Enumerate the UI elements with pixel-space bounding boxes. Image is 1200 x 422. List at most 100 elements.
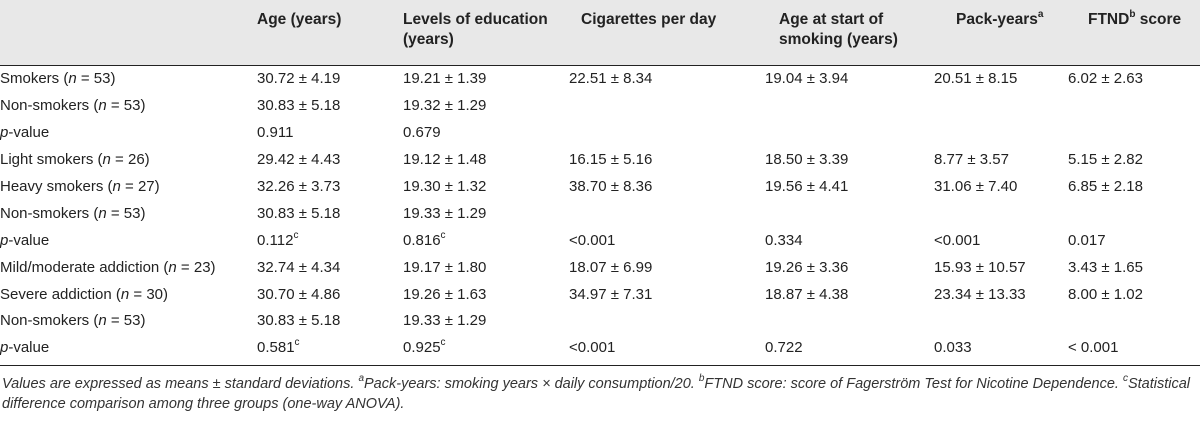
table-cell: 30.83 ± 5.18 [257, 204, 341, 222]
table-cell: <0.001 [569, 231, 616, 249]
table-cell: 19.30 ± 1.32 [403, 178, 487, 195]
table-cell: 32.26 ± 3.73 [257, 178, 341, 195]
row-label: p-value [0, 339, 50, 357]
table-cell [934, 120, 1068, 147]
table-cell [569, 308, 765, 335]
table-row: Heavy smokers (n = 27) 32.26 ± 3.73 19.30 … [0, 174, 1200, 201]
table-cell [765, 308, 934, 335]
table-row: Mild/moderate addiction (n = 23) 32.74 ± … [0, 254, 1200, 281]
header-cell-label [0, 0, 257, 66]
table-cell: 19.56 ± 4.41 [765, 178, 849, 195]
table-cell: 3.43 ± 1.65 [1068, 258, 1143, 276]
row-label: Non-smokers (n = 53) [0, 312, 146, 330]
bottom-rule [0, 365, 1200, 366]
table-cell [569, 93, 765, 120]
table-cell: 32.74 ± 4.34 [257, 258, 341, 276]
header-row: Age (years) Levels of education (years) … [0, 0, 1200, 66]
table-cell: 30.70 ± 4.86 [257, 285, 341, 303]
table-cell [934, 308, 1068, 335]
table-cell [765, 200, 934, 227]
table-cell [1068, 308, 1200, 335]
row-label: Non-smokers (n = 53) [0, 97, 146, 115]
table-row: Severe addiction (n = 30) 30.70 ± 4.86 19.… [0, 281, 1200, 308]
table-cell: 0.033 [934, 339, 972, 357]
table-cell: <0.001 [569, 339, 616, 357]
table-cell: 15.93 ± 10.57 [934, 258, 1026, 276]
table-cell: 22.51 ± 8.34 [569, 70, 653, 88]
table-cell: 0.911 [257, 124, 294, 142]
table-cell: 23.34 ± 13.33 [934, 285, 1026, 303]
header-cell-pack-years: Pack-yearsa [956, 8, 1044, 28]
table-cell: <0.001 [934, 231, 981, 249]
table-cell [1068, 120, 1200, 147]
table-cell: 6.85 ± 2.18 [1068, 178, 1143, 195]
table-cell: 38.70 ± 8.36 [569, 178, 653, 195]
row-label: Severe addiction (n = 30) [0, 285, 169, 303]
table-cell: 0.722 [765, 339, 803, 357]
row-label: p-value [0, 231, 50, 249]
table-cell: 19.17 ± 1.80 [403, 258, 487, 276]
table-cell: 19.04 ± 3.94 [765, 70, 849, 88]
table-cell: 30.83 ± 5.18 [257, 312, 341, 330]
table-cell: 34.97 ± 7.31 [569, 285, 653, 303]
table-cell: 19.32 ± 1.29 [403, 97, 487, 115]
table-row: Non-smokers (n = 53) 30.83 ± 5.18 19.33 ± … [0, 308, 1200, 335]
header-cell-age: Age (years) [257, 11, 342, 28]
table-cell [1068, 93, 1200, 120]
header-cell-cigarettes: Cigarettes per day [581, 11, 717, 28]
table-cell: 20.51 ± 8.15 [934, 70, 1018, 88]
table-cell: 0.816c [403, 229, 446, 249]
row-label: Smokers (n = 53) [0, 70, 116, 88]
table-cell: 19.21 ± 1.39 [403, 70, 487, 88]
row-label: Light smokers (n = 26) [0, 151, 150, 169]
table-row: Light smokers (n = 26) 29.42 ± 4.43 19.12 … [0, 147, 1200, 174]
table-cell: 0.581c [257, 337, 300, 357]
table-cell: 0.334 [765, 231, 803, 249]
table-cell: 19.26 ± 3.36 [765, 258, 849, 276]
table-cell: 8.00 ± 1.02 [1068, 285, 1143, 303]
table-cell [569, 120, 765, 147]
table-cell: 19.26 ± 1.63 [403, 285, 487, 303]
row-label: p-value [0, 124, 50, 142]
table-cell: 0.112c [257, 229, 299, 249]
table-cell: 6.02 ± 2.63 [1068, 70, 1143, 88]
header-rule [0, 65, 1200, 66]
table-row: p-value 0.581c 0.925c <0.001 0.722 0.033 < 0.0… [0, 335, 1200, 362]
table-cell: 5.15 ± 2.82 [1068, 151, 1143, 169]
table-row: Smokers (n = 53) 30.72 ± 4.19 19.21 ± 1.39… [0, 66, 1200, 93]
table-cell: 30.83 ± 5.18 [257, 97, 341, 115]
header-cell-education: Levels of education (years) [403, 11, 548, 48]
table-cell: 19.33 ± 1.29 [403, 312, 487, 330]
table-cell: 31.06 ± 7.40 [934, 178, 1018, 195]
table-cell: 18.07 ± 6.99 [569, 258, 653, 276]
table-cell: 29.42 ± 4.43 [257, 151, 341, 169]
header-cell-ftnd: FTNDb score [1088, 8, 1182, 28]
header-cell-age-start: Age at start of smoking (years) [779, 11, 898, 48]
table-cell: < 0.001 [1068, 339, 1119, 357]
table-footnote: Values are expressed as means ± standard… [2, 373, 1191, 412]
table-row: Non-smokers (n = 53) 30.83 ± 5.18 19.32 ± … [0, 93, 1200, 120]
header-band [0, 0, 1200, 66]
table-cell [934, 200, 1068, 227]
table-cell: 18.87 ± 4.38 [765, 285, 849, 303]
data-table: Age (years) Levels of education (years) … [0, 0, 1200, 362]
table-cell [1068, 200, 1200, 227]
table-cell [765, 93, 934, 120]
table-cell: 8.77 ± 3.57 [934, 151, 1009, 169]
table-cell [765, 120, 934, 147]
table-cell [934, 93, 1068, 120]
table-cell: 0.017 [1068, 231, 1106, 249]
row-label: Non-smokers (n = 53) [0, 204, 146, 222]
table-row: p-value 0.112c 0.816c <0.001 0.334 <0.001 0.01… [0, 227, 1200, 254]
row-label: Heavy smokers (n = 27) [0, 178, 160, 195]
table-cell: 0.925c [403, 337, 446, 357]
row-label: Mild/moderate addiction (n = 23) [0, 258, 216, 276]
table-cell: 19.12 ± 1.48 [403, 151, 487, 169]
table-cell: 18.50 ± 3.39 [765, 151, 849, 169]
table-cell: 16.15 ± 5.16 [569, 151, 653, 169]
table-cell: 0.679 [403, 124, 441, 142]
table-row: Non-smokers (n = 53) 30.83 ± 5.18 19.33 ± … [0, 200, 1200, 227]
table-cell: 19.33 ± 1.29 [403, 204, 487, 222]
table-cell: 30.72 ± 4.19 [257, 70, 341, 88]
